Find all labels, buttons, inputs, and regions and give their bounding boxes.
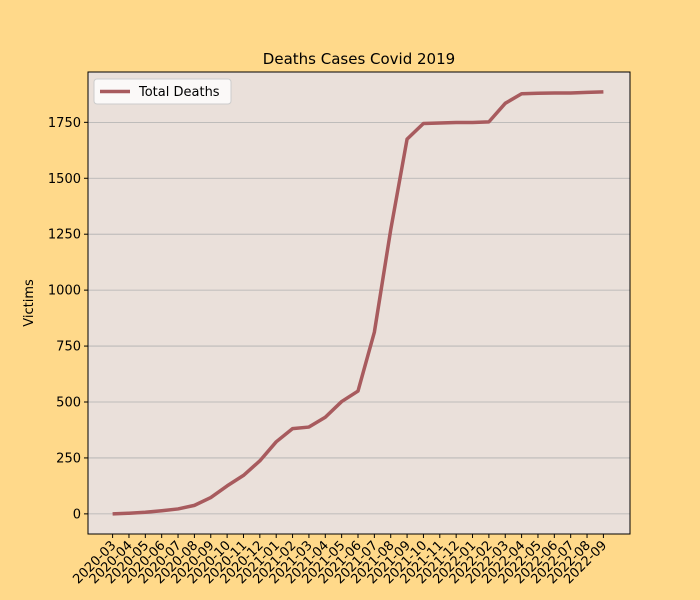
y-tick-label-250: 250	[56, 451, 81, 466]
y-tick-label-750: 750	[56, 340, 81, 355]
y-axis-ticks: 0 250 500 750 1000 1250 1500 1750	[48, 116, 88, 522]
plot-area	[88, 72, 630, 534]
series-layer	[112, 90, 604, 516]
y-tick-label-500: 500	[56, 396, 81, 411]
y-axis-label: Victims	[22, 279, 37, 327]
legend-box	[93, 78, 232, 105]
y-tick-label-0: 0	[73, 507, 81, 522]
y-tick-label-1500: 1500	[48, 172, 81, 187]
x-axis-ticks: 2020-032020-042020-052020-062020-072020-…	[70, 534, 610, 587]
y-tick-label-1000: 1000	[48, 284, 81, 299]
chart-title: Deaths Cases Covid 2019	[263, 50, 455, 68]
y-tick-label-1250: 1250	[48, 228, 81, 243]
legend: Total Deaths	[93, 78, 232, 105]
y-gridlines	[88, 121, 630, 515]
y-tick-label-1750: 1750	[48, 116, 81, 131]
legend-label-total-deaths: Total Deaths	[138, 85, 220, 100]
plot-frame	[87, 71, 631, 535]
